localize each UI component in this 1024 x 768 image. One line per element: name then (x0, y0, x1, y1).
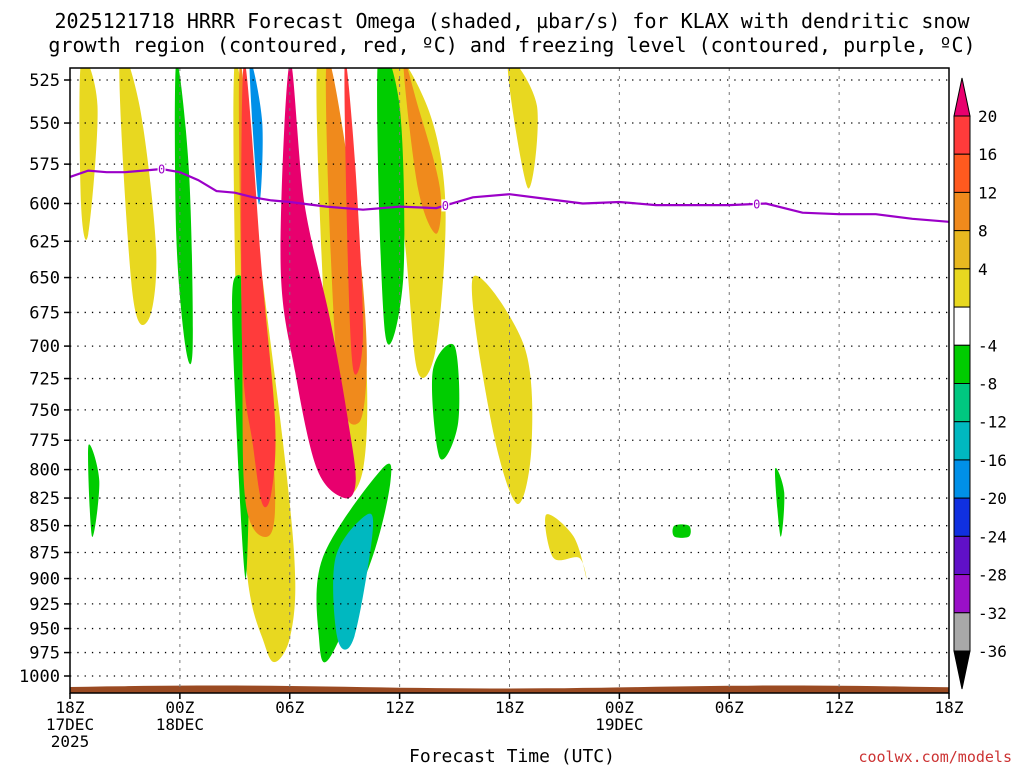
freezing-label-bg-1 (441, 199, 450, 212)
y-tick-label-950: 950 (29, 620, 60, 640)
freezing-level-labels: 0 0 0 (157, 162, 761, 213)
colorbar-label-1: 16 (978, 145, 997, 164)
y-axis-pressure: 525 550 575 600 625 650 675 700 725 750 775 800 825 8… (19, 71, 70, 687)
x-tick-label-36-0: 06Z (715, 698, 744, 717)
colorbar-label-6: -8 (978, 375, 997, 394)
freezing-level-label-0: 0 (158, 162, 165, 176)
colorbar-bottom-arrow (953, 650, 971, 690)
colorbar-label-5: -4 (978, 336, 997, 355)
colorbar-swatch-9 (953, 421, 971, 461)
colorbar-label-4: 4 (978, 260, 988, 279)
colorbar-swatch-5 (953, 268, 971, 308)
omega-region-18 (403, 68, 442, 234)
colorbar-label-11: -28 (978, 566, 1007, 585)
freezing-label-bg-2 (752, 197, 761, 210)
omega-region-15 (774, 467, 785, 537)
chart-title-line1: 2025121718 HRRR Forecast Omega (shaded, … (54, 9, 970, 33)
x-tick-label-18-0: 12Z (385, 698, 414, 717)
omega-region-1 (119, 68, 157, 326)
colorbar-swatch-14 (953, 612, 971, 652)
y-tick-label-825: 825 (29, 489, 60, 509)
colorbar-swatch-11 (953, 497, 971, 537)
x-tick-label-42-0: 12Z (825, 698, 854, 717)
x-tick-label-30-0: 00Z (605, 698, 634, 717)
colorbar-label-12: -32 (978, 604, 1007, 623)
colorbar-swatch-12 (953, 535, 971, 576)
colorbar-swatch-7 (953, 344, 971, 384)
omega-region-0 (79, 68, 98, 240)
colorbar-label-13: -36 (978, 642, 1007, 661)
colorbar-label-0: 20 (978, 107, 997, 126)
omega-colorbar: 20 16 12 8 4 -4 -8 -12 -16 -20 -24 -28 -32 -36 (953, 77, 1007, 690)
x-tick-label-0-1: 17DEC (46, 715, 94, 734)
y-tick-label-525: 525 (29, 71, 60, 91)
omega-region-23 (280, 68, 356, 499)
x-tick-label-12-0: 06Z (275, 698, 304, 717)
y-tick-label-600: 600 (29, 195, 60, 215)
y-tick-label-1000: 1000 (19, 667, 60, 687)
y-tick-label-575: 575 (29, 155, 60, 175)
omega-region-13 (431, 343, 460, 460)
y-tick-label-775: 775 (29, 431, 60, 451)
y-tick-label-750: 750 (29, 401, 60, 421)
omega-region-6 (545, 514, 587, 579)
omega-region-22 (249, 68, 263, 205)
chart-title-line2: growth region (contoured, red, ºC) and f… (48, 33, 976, 57)
y-tick-label-550: 550 (29, 114, 60, 134)
x-tick-label-0-2: 2025 (51, 732, 90, 751)
omega-shading (79, 68, 785, 663)
colorbar-label-2: 12 (978, 183, 997, 202)
omega-region-4 (390, 68, 446, 378)
x-tick-label-48-0: 18Z (935, 698, 964, 717)
x-tick-label-6-0: 00Z (165, 698, 194, 717)
y-tick-label-725: 725 (29, 370, 60, 390)
omega-region-9 (88, 444, 100, 538)
colorbar-swatch-8 (953, 383, 971, 423)
y-tick-label-875: 875 (29, 543, 60, 563)
freezing-label-bg-0 (157, 162, 166, 175)
colorbar-swatch-13 (953, 574, 971, 614)
y-tick-label-625: 625 (29, 232, 60, 252)
y-tick-label-650: 650 (29, 269, 60, 289)
y-tick-label-700: 700 (29, 337, 60, 357)
colorbar-label-10: -24 (978, 527, 1007, 546)
colorbar-swatch-2 (953, 153, 971, 193)
omega-region-7 (507, 68, 538, 189)
y-tick-label-925: 925 (29, 595, 60, 615)
omega-region-8 (174, 68, 193, 364)
y-tick-label-850: 850 (29, 517, 60, 537)
freezing-level-label-2: 0 (753, 197, 760, 211)
omega-region-14 (672, 524, 691, 538)
colorbar-swatch-3 (953, 191, 971, 232)
colorbar-label-7: -12 (978, 413, 1007, 432)
y-tick-label-675: 675 (29, 303, 60, 323)
source-credit: coolwx.com/models (858, 748, 1012, 766)
x-tick-label-6-1: 18DEC (156, 715, 204, 734)
grid-lines (70, 68, 949, 693)
colorbar-label-9: -20 (978, 489, 1007, 508)
omega-region-19 (333, 513, 374, 650)
colorbar-label-8: -16 (978, 451, 1007, 470)
x-axis-label: Forecast Time (UTC) (409, 746, 615, 767)
terrain-ground (70, 685, 949, 693)
omega-region-21 (344, 68, 364, 375)
y-tick-label-900: 900 (29, 570, 60, 590)
colorbar-swatch-4 (953, 230, 971, 270)
x-tick-label-24-0: 18Z (495, 698, 524, 717)
x-tick-label-0-0: 18Z (56, 698, 85, 717)
colorbar-swatch-6 (953, 306, 971, 346)
colorbar-swatch-10 (953, 459, 971, 499)
omega-region-5 (471, 275, 533, 505)
colorbar-swatch-1 (953, 115, 971, 155)
colorbar-label-3: 8 (978, 222, 988, 241)
y-tick-label-800: 800 (29, 461, 60, 481)
x-tick-label-30-1: 19DEC (595, 715, 643, 734)
y-tick-label-975: 975 (29, 644, 60, 664)
omega-region-20 (241, 68, 276, 508)
colorbar-top-arrow (953, 77, 971, 117)
freezing-level-label-1: 0 (442, 199, 449, 213)
